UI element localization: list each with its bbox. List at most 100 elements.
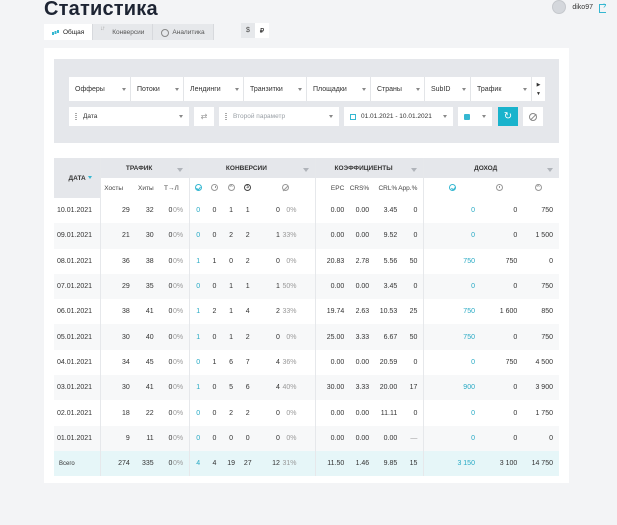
filter-funnel-icon[interactable]	[547, 167, 553, 172]
reset-button[interactable]	[523, 107, 543, 126]
swap-params-button[interactable]: ⇄	[194, 107, 214, 126]
cell-c-trash: 0	[276, 409, 280, 417]
filter-flows[interactable]: Потоки	[131, 77, 184, 101]
cell-c-ok[interactable]: 0	[189, 223, 207, 249]
cell-i-ok[interactable]: 0	[423, 223, 481, 249]
cell-c-trashp: 0%	[286, 434, 297, 442]
cell-c-trash: 12	[272, 460, 280, 468]
cell-i-ok[interactable]: 750	[423, 248, 481, 274]
cell-app: 50	[409, 257, 418, 265]
drag-handle-icon[interactable]	[75, 113, 77, 120]
cell-tl: 0	[168, 232, 173, 240]
scroll-right-icon[interactable]: ▶	[536, 81, 541, 88]
x-circle-icon	[534, 183, 542, 192]
spacer-cell	[297, 375, 316, 400]
hosts-header[interactable]: Хосты	[100, 178, 130, 198]
income-hold-header[interactable]	[480, 178, 518, 198]
filter-landings[interactable]: Лендинги	[184, 77, 244, 101]
calendar-icon	[350, 113, 356, 120]
cell-c-ok[interactable]: 0	[189, 198, 207, 224]
filter-funnel-icon[interactable]	[411, 167, 418, 172]
cell-c-trashp: 0%	[286, 409, 297, 417]
tab-general[interactable]: Общая	[44, 24, 94, 40]
user-box[interactable]: diko97	[552, 0, 609, 14]
cell-epc: 0.00	[314, 425, 345, 451]
cell-i-ok[interactable]: 0	[423, 349, 481, 376]
conv-rejected-header[interactable]	[222, 178, 240, 198]
income-approved-header[interactable]	[423, 178, 481, 198]
crl-header[interactable]: CRL%	[369, 178, 398, 198]
cell-c-ok[interactable]: 0	[189, 349, 207, 376]
filter-offers[interactable]: Офферы	[69, 77, 131, 101]
currency-rub-button[interactable]: ₽	[255, 23, 269, 38]
conv-hold-header[interactable]	[206, 178, 223, 198]
username[interactable]: diko97	[572, 3, 593, 11]
filter-funnel-icon[interactable]	[302, 167, 309, 172]
filter-countries[interactable]: Страны	[371, 77, 425, 101]
filter-funnel-icon[interactable]	[177, 167, 184, 172]
cell-c-trash: 0	[276, 207, 280, 215]
cell-tl: 0	[168, 308, 173, 316]
avatar[interactable]	[552, 0, 567, 14]
currency-usd-button[interactable]: $	[241, 23, 255, 38]
conv-trash-header[interactable]	[256, 178, 316, 198]
cell-epc: 0.00	[314, 198, 345, 224]
cell-i-ok[interactable]: 0	[423, 400, 481, 426]
tl-header[interactable]: Т→Л	[153, 178, 190, 198]
cell-hosts: 30	[100, 375, 130, 401]
conv-approved-header[interactable]	[189, 178, 207, 198]
refresh-button[interactable]: ↻	[498, 107, 518, 126]
chevron-down-icon	[462, 87, 466, 91]
cell-tlp: 0%	[172, 434, 184, 442]
drag-handle-icon[interactable]	[225, 113, 227, 120]
cell-c-ok[interactable]: 1	[189, 324, 207, 350]
cell-i-ok[interactable]: 3 150	[423, 450, 481, 477]
filters-scroll[interactable]: ▶ ▼	[532, 77, 545, 101]
table-row: 01.01.2021 9 11 0 0% 0 0 0 0 0 0% 0.00 0.00 0.00—0 0 0	[54, 425, 559, 451]
date-column-header[interactable]: ДАТА	[54, 158, 101, 198]
cell-c-ok[interactable]: 0	[189, 273, 207, 300]
filter-traffic[interactable]: Трафик	[471, 77, 532, 101]
cell-c-ok[interactable]: 4	[189, 450, 207, 477]
logout-icon[interactable]	[599, 0, 609, 13]
cell-tl: 0	[168, 257, 173, 265]
filter-subid[interactable]: SubID	[425, 77, 471, 101]
crs-header[interactable]: CRS%	[344, 178, 370, 198]
cell-i-hold: 0	[513, 333, 518, 341]
cell-i-ok[interactable]: 750	[423, 324, 481, 350]
cell-hits: 32	[145, 207, 154, 215]
cell-i-ok[interactable]: 0	[423, 198, 481, 224]
cell-c-ok[interactable]: 0	[189, 425, 207, 451]
cell-tlp: 0%	[172, 308, 184, 316]
filter-sites[interactable]: Площадки	[307, 77, 371, 101]
cell-i-ok[interactable]: 750	[423, 299, 481, 325]
clock-icon	[211, 184, 218, 192]
cell-i-ok[interactable]: 0	[423, 425, 481, 451]
param2-select[interactable]: Второй параметр	[219, 107, 339, 126]
date-range-picker[interactable]: 01.01.2021 - 10.01.2021	[344, 107, 453, 126]
cell-crl: 6.67	[383, 333, 398, 341]
param1-select[interactable]: Дата	[69, 107, 189, 126]
cell-i-ok[interactable]: 900	[423, 375, 481, 401]
cell-i-ok[interactable]: 0	[423, 273, 481, 300]
conv-paid-header[interactable]	[239, 178, 257, 198]
coefficients-group-label: КОЭФФИЦИЕНТЫ	[334, 164, 393, 172]
income-rejected-header[interactable]	[517, 178, 559, 198]
cell-c-ok[interactable]: 1	[189, 375, 207, 401]
epc-header[interactable]: EPC	[314, 178, 345, 198]
app-header[interactable]: App.%	[397, 178, 424, 198]
spacer-cell	[297, 451, 316, 476]
tab-conversions[interactable]: Конверсии	[93, 24, 154, 40]
cell-i-hold: 3 100	[499, 460, 518, 468]
cell-c-rej: 1	[229, 308, 234, 316]
cell-c-ok[interactable]: 1	[189, 299, 207, 325]
save-preset-button[interactable]	[458, 107, 492, 126]
cell-c-ok[interactable]: 0	[189, 400, 207, 426]
scroll-down-icon[interactable]: ▼	[536, 90, 541, 97]
filter-flows-label: Потоки	[137, 85, 160, 93]
hits-header[interactable]: Хиты	[129, 178, 154, 198]
tab-analytics[interactable]: Аналитика	[153, 24, 214, 40]
filter-transits[interactable]: Транзитки	[244, 77, 307, 101]
cell-c-ok[interactable]: 1	[189, 248, 207, 274]
cell-i-hold: 0	[513, 232, 518, 240]
